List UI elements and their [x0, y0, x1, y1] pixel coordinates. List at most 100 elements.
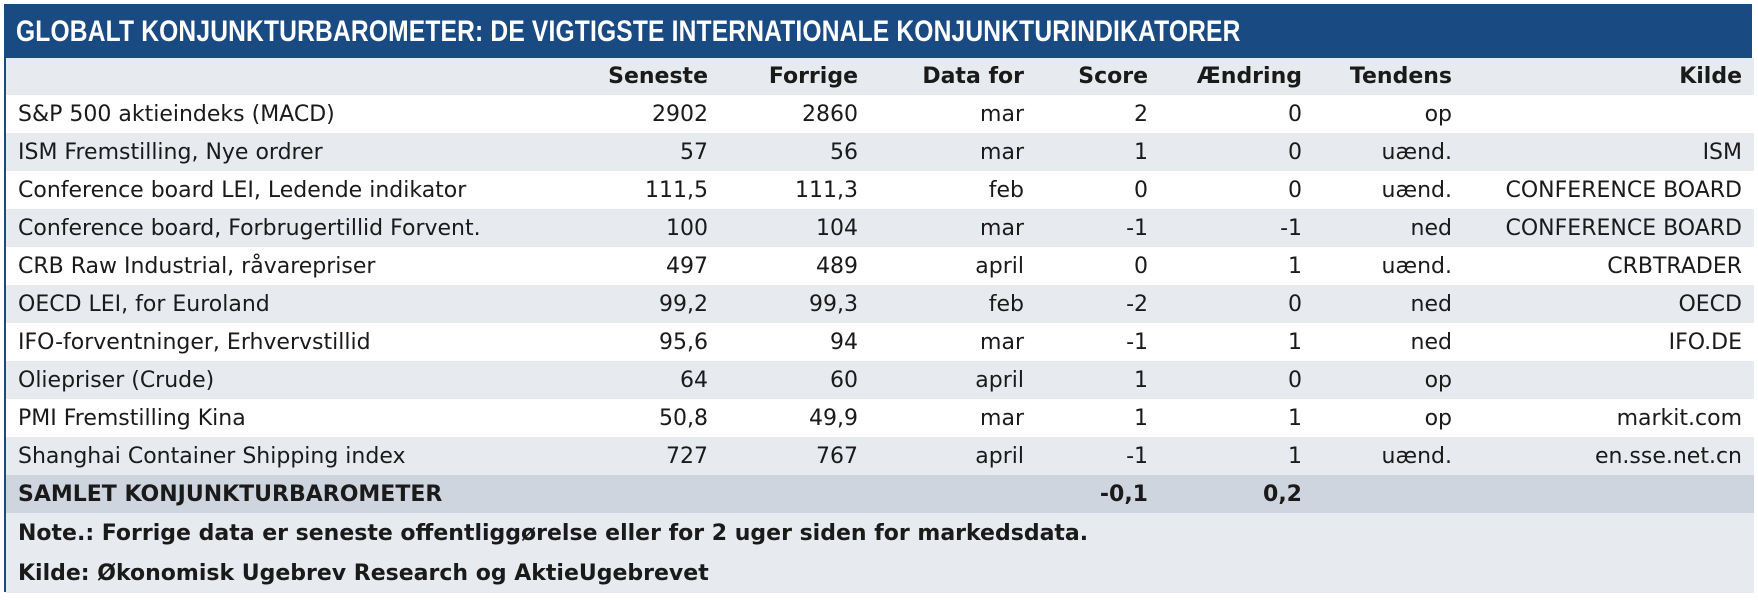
- cell-indicator: S&P 500 aktieindeks (MACD): [6, 95, 580, 133]
- cell-data-for: feb: [870, 171, 1036, 209]
- cell-forrige: 111,3: [720, 171, 870, 209]
- cell-seneste: 2902: [580, 95, 720, 133]
- cell-forrige: 767: [720, 437, 870, 475]
- cell-indicator: CRB Raw Industrial, råvarepriser: [6, 247, 580, 285]
- cell-seneste: 64: [580, 361, 720, 399]
- cell-aendring: 1: [1160, 437, 1314, 475]
- total-aendring: 0,2: [1160, 475, 1314, 513]
- cell-seneste: 95,6: [580, 323, 720, 361]
- cell-indicator: PMI Fremstilling Kina: [6, 399, 580, 437]
- cell-kilde: [1464, 95, 1754, 133]
- cell-data-for: mar: [870, 399, 1036, 437]
- cell-indicator: Shanghai Container Shipping index: [6, 437, 580, 475]
- cell-tendens: uænd.: [1314, 133, 1464, 171]
- cell-score: -1: [1036, 209, 1160, 247]
- cell-forrige: 2860: [720, 95, 870, 133]
- cell-aendring: 1: [1160, 323, 1314, 361]
- cell-indicator: ISM Fremstilling, Nye ordrer: [6, 133, 580, 171]
- cell-kilde: IFO.DE: [1464, 323, 1754, 361]
- cell-score: 1: [1036, 133, 1160, 171]
- cell-seneste: 111,5: [580, 171, 720, 209]
- table-row: Conference board, Forbrugertillid Forven…: [6, 209, 1754, 247]
- table-row: Conference board LEI, Ledende indikator 1…: [6, 171, 1754, 209]
- cell-score: -1: [1036, 323, 1160, 361]
- col-header-kilde: Kilde: [1464, 58, 1754, 95]
- cell-aendring: -1: [1160, 209, 1314, 247]
- cell-kilde: markit.com: [1464, 399, 1754, 437]
- cell-aendring: 0: [1160, 133, 1314, 171]
- table-row: IFO-forventninger, Erhvervstillid 95,6 94 m…: [6, 323, 1754, 361]
- cell-seneste: 99,2: [580, 285, 720, 323]
- header-row: Seneste Forrige Data for Score Ændring T…: [6, 58, 1754, 95]
- cell-aendring: 0: [1160, 285, 1314, 323]
- cell-seneste: 100: [580, 209, 720, 247]
- total-label: SAMLET KONJUNKTURBAROMETER: [6, 475, 1036, 513]
- col-header-score: Score: [1036, 58, 1160, 95]
- table-row: ISM Fremstilling, Nye ordrer 57 56 mar 1 0 uæn…: [6, 133, 1754, 171]
- source-text: Kilde: Økonomisk Ugebrev Research og Akt…: [6, 553, 1754, 593]
- cell-data-for: feb: [870, 285, 1036, 323]
- cell-score: -2: [1036, 285, 1160, 323]
- cell-score: 1: [1036, 361, 1160, 399]
- note-text: Note.: Forrige data er seneste offentlig…: [6, 513, 1754, 553]
- col-header-data-for: Data for: [870, 58, 1036, 95]
- table-row: PMI Fremstilling Kina 50,8 49,9 mar 1 1 op mark…: [6, 399, 1754, 437]
- cell-seneste: 727: [580, 437, 720, 475]
- table-row: OECD LEI, for Euroland 99,2 99,3 feb -2 0 ned O…: [6, 285, 1754, 323]
- cell-indicator: IFO-forventninger, Erhvervstillid: [6, 323, 580, 361]
- table-row: Shanghai Container Shipping index 727 767 a…: [6, 437, 1754, 475]
- table-body: S&P 500 aktieindeks (MACD) 2902 2860 mar 2 0 o…: [6, 95, 1754, 593]
- cell-tendens: ned: [1314, 209, 1464, 247]
- cell-forrige: 99,3: [720, 285, 870, 323]
- cell-tendens: uænd.: [1314, 171, 1464, 209]
- table-row: Oliepriser (Crude) 64 60 april 1 0 op: [6, 361, 1754, 399]
- cell-score: -1: [1036, 437, 1160, 475]
- cell-kilde: CONFERENCE BOARD: [1464, 171, 1754, 209]
- cell-aendring: 0: [1160, 95, 1314, 133]
- cell-tendens: ned: [1314, 323, 1464, 361]
- col-header-tendens: Tendens: [1314, 58, 1464, 95]
- cell-tendens: op: [1314, 95, 1464, 133]
- cell-aendring: 1: [1160, 247, 1314, 285]
- cell-data-for: april: [870, 437, 1036, 475]
- cell-kilde: [1464, 361, 1754, 399]
- cell-forrige: 49,9: [720, 399, 870, 437]
- cell-data-for: mar: [870, 209, 1036, 247]
- table-row: S&P 500 aktieindeks (MACD) 2902 2860 mar 2 0 o…: [6, 95, 1754, 133]
- cell-tendens: uænd.: [1314, 247, 1464, 285]
- cell-forrige: 94: [720, 323, 870, 361]
- total-score: -0,1: [1036, 475, 1160, 513]
- cell-kilde: ISM: [1464, 133, 1754, 171]
- col-header-aendring: Ændring: [1160, 58, 1314, 95]
- cell-aendring: 0: [1160, 361, 1314, 399]
- col-header-indicator: [6, 58, 580, 95]
- table-title: GLOBALT KONJUNKTURBAROMETER: DE VIGTIGST…: [16, 15, 1241, 48]
- cell-indicator: Conference board LEI, Ledende indikator: [6, 171, 580, 209]
- cell-forrige: 104: [720, 209, 870, 247]
- cell-data-for: april: [870, 247, 1036, 285]
- cell-forrige: 489: [720, 247, 870, 285]
- cell-forrige: 60: [720, 361, 870, 399]
- cell-seneste: 497: [580, 247, 720, 285]
- cell-data-for: mar: [870, 323, 1036, 361]
- cell-indicator: Oliepriser (Crude): [6, 361, 580, 399]
- cell-data-for: april: [870, 361, 1036, 399]
- indicator-table-panel: GLOBALT KONJUNKTURBAROMETER: DE VIGTIGST…: [4, 4, 1754, 593]
- cell-aendring: 0: [1160, 171, 1314, 209]
- cell-tendens: ned: [1314, 285, 1464, 323]
- cell-indicator: Conference board, Forbrugertillid Forven…: [6, 209, 580, 247]
- cell-aendring: 1: [1160, 399, 1314, 437]
- cell-score: 2: [1036, 95, 1160, 133]
- cell-forrige: 56: [720, 133, 870, 171]
- col-header-forrige: Forrige: [720, 58, 870, 95]
- cell-score: 0: [1036, 171, 1160, 209]
- cell-seneste: 50,8: [580, 399, 720, 437]
- cell-score: 0: [1036, 247, 1160, 285]
- cell-indicator: OECD LEI, for Euroland: [6, 285, 580, 323]
- total-empty: [1314, 475, 1754, 513]
- col-header-seneste: Seneste: [580, 58, 720, 95]
- table-title-bar: GLOBALT KONJUNKTURBAROMETER: DE VIGTIGST…: [6, 6, 1750, 58]
- cell-tendens: uænd.: [1314, 437, 1464, 475]
- table-row: CRB Raw Industrial, råvarepriser 497 489 ap…: [6, 247, 1754, 285]
- source-row: Kilde: Økonomisk Ugebrev Research og Akt…: [6, 553, 1754, 593]
